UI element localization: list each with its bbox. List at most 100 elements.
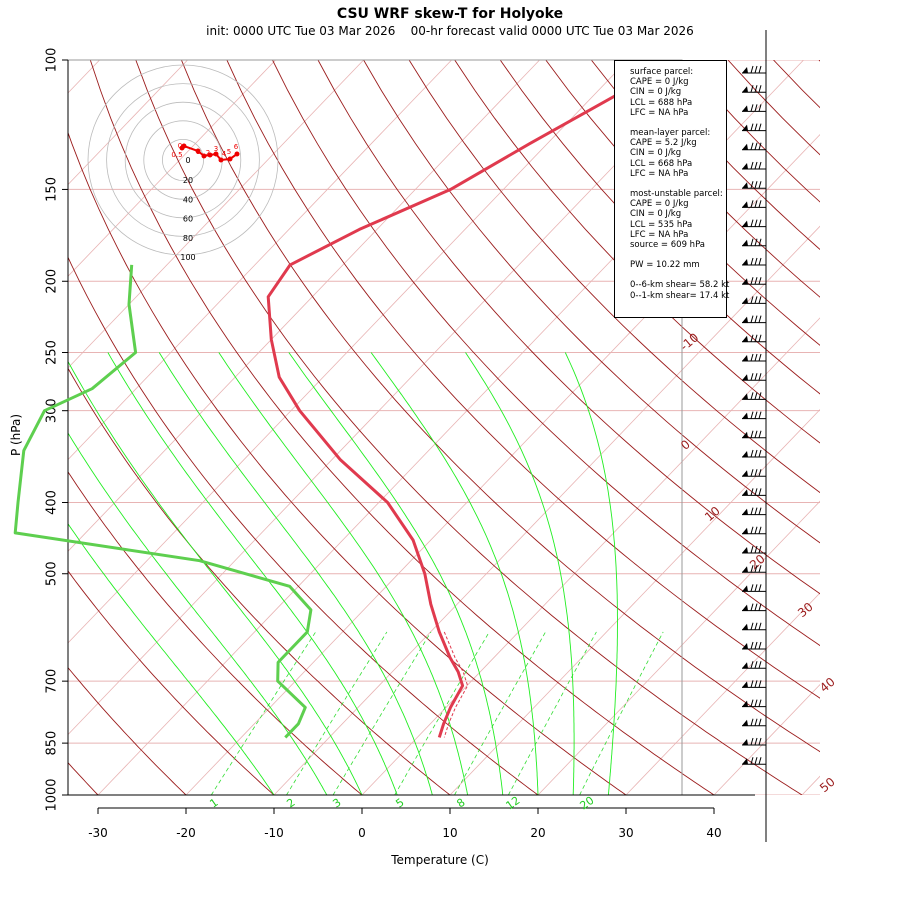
mixing-ratio-line [394, 631, 490, 795]
hodograph-height-label: 2 [206, 149, 210, 157]
dewpoint-profile [13, 264, 313, 739]
wind-barb [742, 469, 766, 477]
wind-barb [742, 680, 766, 688]
hodograph-ring-label: 80 [183, 234, 193, 243]
wind-barb [742, 277, 766, 285]
isotherm-label: 10 [702, 504, 723, 525]
moist-adiabat [107, 352, 398, 795]
dry-adiabat [226, 60, 820, 699]
wind-barb [742, 718, 766, 727]
wind-barb [742, 334, 766, 343]
info-section-shear: 0--6-km shear= 58.2 kt 0--1-km shear= 17.… [630, 280, 730, 300]
hodograph-height-label: 4 [222, 150, 227, 158]
info-line: CAPE = 5.2 J/kg [630, 138, 697, 149]
wind-barb [742, 661, 766, 669]
dry-adiabat [272, 60, 820, 647]
dry-adiabat [68, 256, 539, 795]
info-section-surface: surface parcel: CAPE = 0 J/kg CIN = 0 J/kg… [630, 67, 726, 118]
isotherm-line [68, 60, 628, 644]
plot-frame [67, 59, 683, 796]
hodograph-ring [106, 83, 260, 237]
info-line: source = 609 hPa [630, 240, 706, 251]
hodograph-ring-label: 20 [183, 176, 193, 185]
wind-barb [742, 526, 766, 535]
x-tick-label: -20 [176, 826, 196, 840]
wind-barb [742, 373, 766, 381]
hodograph-zero-label: 0 [185, 156, 190, 165]
info-line: 0--6-km shear= 58.2 kt [630, 280, 730, 291]
dry-adiabat [68, 570, 275, 795]
info-line: CIN = 0 J/kg [630, 209, 682, 220]
isotherm-label: 40 [817, 675, 838, 696]
wind-barb [742, 238, 766, 247]
chart-subtitle: init: 0000 UTC Tue 03 Mar 2026 00-hr for… [206, 24, 694, 38]
wind-barb [742, 296, 766, 304]
y-tick-label: 250 [45, 340, 60, 365]
isotherm-label: 50 [817, 775, 838, 796]
info-line: CIN = 0 J/kg [630, 148, 682, 159]
moist-adiabat [370, 352, 539, 795]
moist-adiabat [564, 352, 618, 795]
x-tick-label: 10 [442, 826, 457, 840]
x-tick-label: -30 [88, 826, 108, 840]
x-tick-label: 30 [618, 826, 633, 840]
moist-adiabat [288, 352, 504, 795]
mixing-ratio-label: 12 [504, 794, 523, 813]
dry-adiabat [408, 60, 820, 494]
wind-barb [742, 622, 766, 631]
moist-adiabat [218, 352, 469, 795]
dry-adiabat [68, 131, 627, 795]
wind-barb [742, 392, 766, 400]
mixing-ratio-line [210, 631, 317, 795]
hodograph-height-label: 5 [227, 148, 231, 156]
moist-adiabat [68, 360, 363, 795]
isotherm-line [449, 409, 820, 795]
x-axis-label: Temperature (C) [391, 853, 489, 867]
info-line: LCL = 535 hPa [630, 219, 693, 230]
wind-barb [742, 161, 766, 170]
hodograph-ring [87, 64, 279, 256]
x-tick-labels: -30 -20 -10 0 10 20 30 40 [88, 808, 722, 840]
mixing-ratio-line [579, 631, 664, 795]
y-tick-label: 700 [45, 669, 60, 694]
grid-layer [68, 60, 820, 795]
y-tick-label: 400 [45, 490, 60, 515]
moist-adiabat [68, 432, 328, 795]
dry-adiabat [68, 471, 363, 795]
parcel-info-box: surface parcel: CAPE = 0 J/kg CIN = 0 J/kg… [614, 60, 730, 318]
info-line: CAPE = 0 J/kg [630, 199, 689, 210]
isotherm-line [68, 60, 452, 461]
info-line: LFC = NA hPa [630, 168, 689, 179]
mixing-ratio-label: 20 [578, 794, 597, 813]
info-section-mean-layer: mean-layer parcel: CAPE = 5.2 J/kg CIN = 0… [630, 128, 726, 179]
hodograph-ring [161, 138, 204, 181]
dry-adiabat [68, 666, 187, 795]
chart-title: CSU WRF skew-T for Holyoke [336, 6, 564, 22]
hodograph-ring-label: 100 [180, 253, 195, 262]
y-tick-label: 500 [45, 561, 60, 586]
y-tick-label: 1000 [45, 778, 60, 811]
hodograph-ring [124, 101, 242, 219]
isotherm-line [625, 592, 820, 795]
wind-barb [742, 430, 766, 439]
isotherm-label: -10 [677, 330, 701, 353]
hodograph-ring [143, 120, 223, 200]
info-line: LCL = 688 hPa [630, 97, 693, 108]
info-line: LCL = 668 hPa [630, 158, 693, 169]
wind-barb [742, 257, 766, 266]
wind-barb [742, 449, 766, 458]
wind-barb [742, 353, 766, 362]
wind-barb [742, 104, 766, 112]
info-line: mean-layer parcel: [630, 128, 711, 139]
dry-adiabat [68, 367, 451, 795]
mixing-ratio-line [508, 631, 597, 795]
x-tick-label: -10 [264, 826, 284, 840]
isotherm-line [68, 60, 716, 736]
wind-barb [742, 411, 766, 420]
y-tick-label: 850 [45, 731, 60, 756]
moist-adiabat [465, 352, 575, 795]
hodograph-point [195, 148, 201, 154]
info-section-most-unstable: most-unstable parcel: CAPE = 0 J/kg CIN = … [630, 189, 726, 250]
info-line: LFC = NA hPa [630, 107, 689, 118]
